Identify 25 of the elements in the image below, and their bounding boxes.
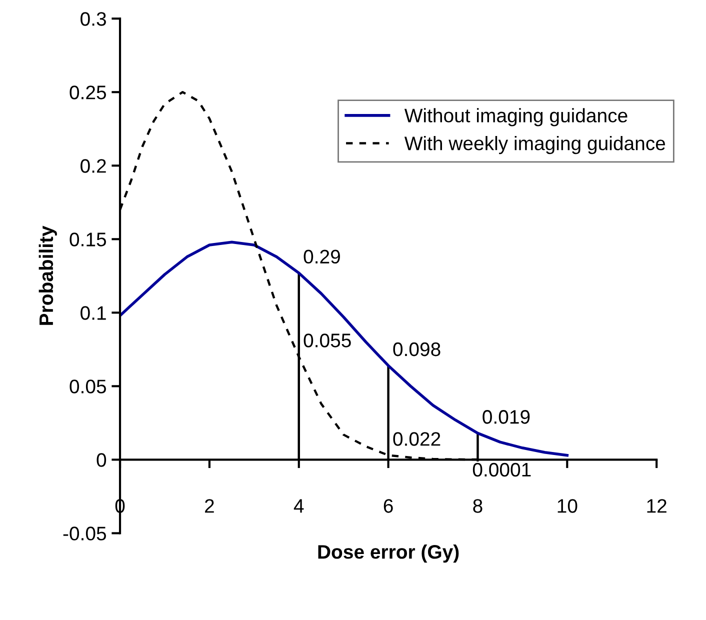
annotation: 0.019 [482,410,530,424]
x-tick-label: 6 [384,499,393,513]
x-tick-label: 10 [558,499,578,513]
legend-label: With weekly imaging guidance [404,136,666,154]
annotation: 0.0001 [472,462,531,477]
y-tick-label: 0.1 [80,306,106,320]
x-tick-label: 12 [647,499,666,513]
x-tick-label: 8 [473,499,482,513]
y-tick-label: -0.05 [63,526,106,540]
line-series [120,240,569,457]
annotation: 0.098 [393,342,440,356]
annotation: 0.29 [304,250,340,264]
y-tick-label: 0.15 [70,232,106,246]
y-tick-label: 0.3 [80,12,106,26]
x-axis-title: Dose error (Gy) [318,544,459,563]
legend-label: Without imaging guidance [404,108,628,126]
annotation: 0.022 [393,432,440,446]
x-tick-label: 2 [205,499,214,513]
y-tick-label: 0.05 [70,380,106,394]
y-axis-title: Probability [38,226,57,325]
y-tick-label: 0 [96,453,106,467]
y-tick-label: 0.2 [80,159,106,173]
y-tick-label: 0.25 [70,86,106,100]
x-tick-label: 4 [294,499,304,513]
annotation: 0.055 [304,334,351,348]
